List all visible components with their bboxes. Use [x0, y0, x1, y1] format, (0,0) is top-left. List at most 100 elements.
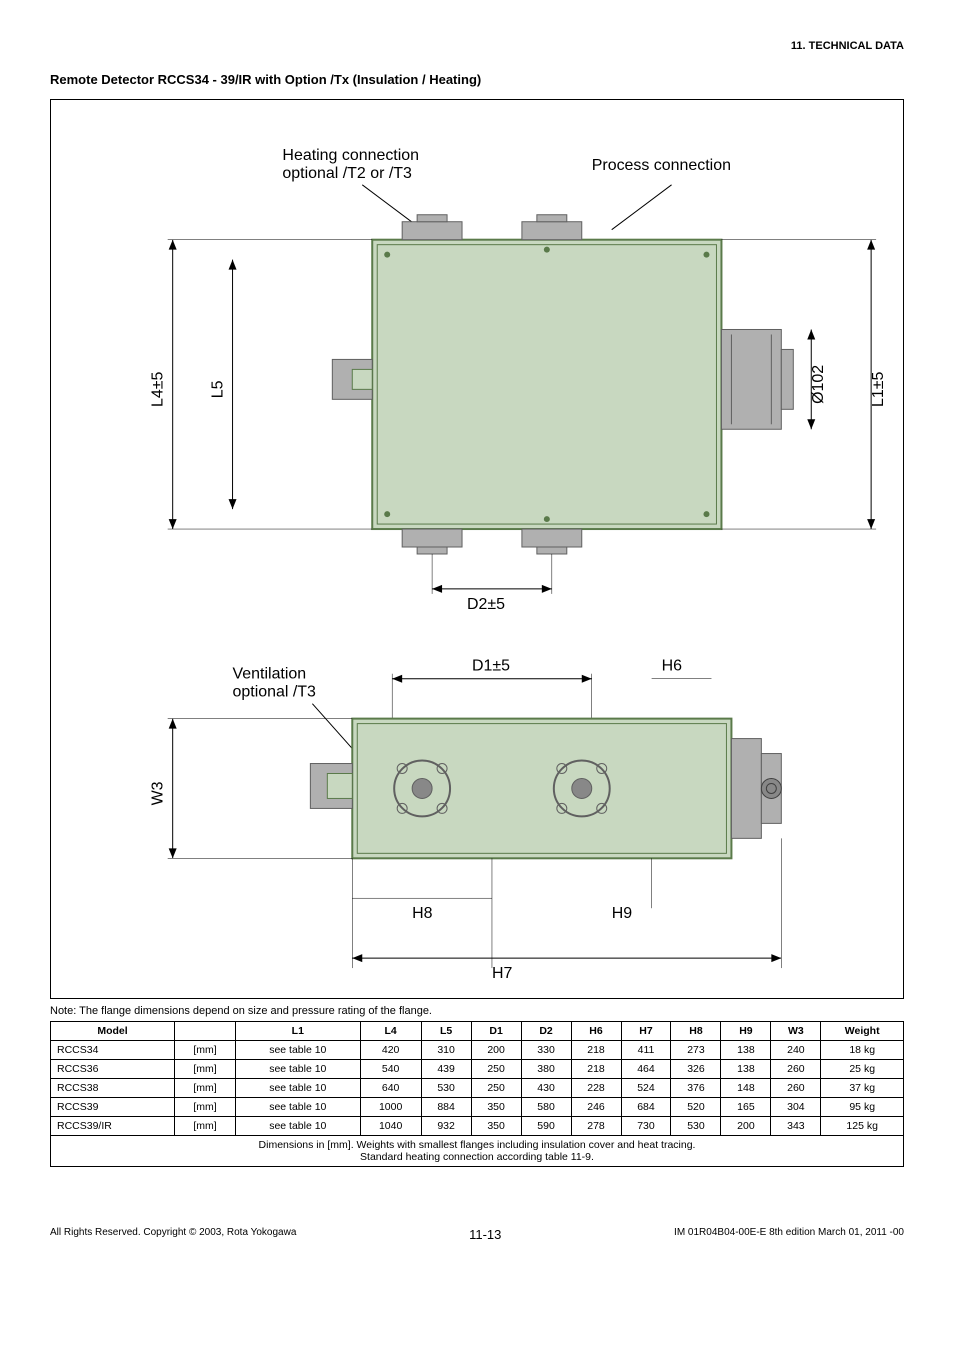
table-row: RCCS39[mm]see table 10100088435058024668…	[51, 1098, 904, 1117]
table-cell: 148	[721, 1079, 771, 1098]
dim-h7: H7	[492, 965, 513, 982]
table-cell: 240	[771, 1041, 821, 1060]
section-header: 11. TECHNICAL DATA	[50, 40, 904, 52]
table-row: RCCS39/IR[mm]see table 10104093235059027…	[51, 1117, 904, 1136]
dim-h9: H9	[612, 905, 633, 922]
table-header: Weight	[821, 1022, 904, 1041]
table-cell: 278	[571, 1117, 621, 1136]
table-cell: [mm]	[175, 1098, 236, 1117]
table-cell: 200	[471, 1041, 521, 1060]
table-cell: 18 kg	[821, 1041, 904, 1060]
table-header: H9	[721, 1022, 771, 1041]
table-header: W3	[771, 1022, 821, 1041]
dim-l1: L1±5	[870, 372, 887, 408]
process-label: Process connection	[592, 157, 731, 174]
table-cell: 343	[771, 1117, 821, 1136]
dim-h6: H6	[662, 658, 683, 675]
dimensions-table: ModelL1L4L5D1D2H6H7H8H9W3Weight RCCS34[m…	[50, 1021, 904, 1167]
dim-w3: W3	[150, 781, 167, 805]
table-header: D1	[471, 1022, 521, 1041]
table-cell: 246	[571, 1098, 621, 1117]
footer-page-number: 11-13	[469, 1227, 501, 1242]
table-cell: see table 10	[235, 1098, 360, 1117]
table-cell: see table 10	[235, 1041, 360, 1060]
table-header	[175, 1022, 236, 1041]
table-cell: 530	[421, 1079, 471, 1098]
table-cell: 250	[471, 1060, 521, 1079]
table-cell: 464	[621, 1060, 671, 1079]
ventilation-label2: optional /T3	[233, 684, 316, 701]
table-cell: 273	[671, 1041, 721, 1060]
ventilation-label: Ventilation	[233, 666, 307, 683]
table-cell: see table 10	[235, 1079, 360, 1098]
table-cell: RCCS34	[51, 1041, 175, 1060]
table-cell: 580	[521, 1098, 571, 1117]
table-cell: 1000	[360, 1098, 421, 1117]
table-header: H7	[621, 1022, 671, 1041]
table-cell: 411	[621, 1041, 671, 1060]
table-cell: 590	[521, 1117, 571, 1136]
table-cell: 380	[521, 1060, 571, 1079]
table-cell: 530	[671, 1117, 721, 1136]
table-header: Model	[51, 1022, 175, 1041]
table-cell: 524	[621, 1079, 671, 1098]
table-cell: 37 kg	[821, 1079, 904, 1098]
table-cell: 138	[721, 1060, 771, 1079]
table-cell: 540	[360, 1060, 421, 1079]
table-cell: 200	[721, 1117, 771, 1136]
table-header: H8	[671, 1022, 721, 1041]
table-footnote: Dimensions in [mm]. Weights with smalles…	[51, 1136, 904, 1167]
technical-diagram: Heating connection optional /T2 or /T3 P…	[50, 99, 904, 999]
table-cell: 684	[621, 1098, 671, 1117]
table-cell: 125 kg	[821, 1117, 904, 1136]
table-cell: [mm]	[175, 1060, 236, 1079]
table-cell: 165	[721, 1098, 771, 1117]
page-title: Remote Detector RCCS34 - 39/IR with Opti…	[50, 72, 904, 87]
table-cell: RCCS38	[51, 1079, 175, 1098]
table-row: RCCS36[mm]see table 10540439250380218464…	[51, 1060, 904, 1079]
table-cell: 1040	[360, 1117, 421, 1136]
table-cell: 228	[571, 1079, 621, 1098]
table-cell: 376	[671, 1079, 721, 1098]
table-cell: 430	[521, 1079, 571, 1098]
table-cell: see table 10	[235, 1060, 360, 1079]
table-cell: 350	[471, 1117, 521, 1136]
table-cell: 350	[471, 1098, 521, 1117]
dim-l5: L5	[210, 380, 227, 398]
table-cell: 932	[421, 1117, 471, 1136]
table-header: L1	[235, 1022, 360, 1041]
table-cell: RCCS36	[51, 1060, 175, 1079]
table-header: L4	[360, 1022, 421, 1041]
table-cell: 138	[721, 1041, 771, 1060]
table-header: L5	[421, 1022, 471, 1041]
table-cell: 439	[421, 1060, 471, 1079]
table-cell: 326	[671, 1060, 721, 1079]
heating-label: Heating connection	[282, 147, 419, 164]
table-cell: 640	[360, 1079, 421, 1098]
table-cell: RCCS39	[51, 1098, 175, 1117]
table-header: D2	[521, 1022, 571, 1041]
table-cell: 520	[671, 1098, 721, 1117]
table-cell: 730	[621, 1117, 671, 1136]
table-cell: 260	[771, 1060, 821, 1079]
table-cell: 420	[360, 1041, 421, 1060]
table-cell: 218	[571, 1060, 621, 1079]
footer-docref: IM 01R04B04-00E-E 8th edition March 01, …	[674, 1227, 904, 1242]
table-cell: [mm]	[175, 1117, 236, 1136]
page-footer: All Rights Reserved. Copyright © 2003, R…	[50, 1227, 904, 1242]
table-cell: 884	[421, 1098, 471, 1117]
table-cell: 95 kg	[821, 1098, 904, 1117]
table-cell: 310	[421, 1041, 471, 1060]
dim-h8: H8	[412, 905, 433, 922]
dim-d1: D1±5	[472, 658, 510, 675]
table-cell: 260	[771, 1079, 821, 1098]
table-row: RCCS34[mm]see table 10420310200330218411…	[51, 1041, 904, 1060]
table-row: RCCS38[mm]see table 10640530250430228524…	[51, 1079, 904, 1098]
table-cell: 304	[771, 1098, 821, 1117]
table-cell: 218	[571, 1041, 621, 1060]
footer-copyright: All Rights Reserved. Copyright © 2003, R…	[50, 1227, 296, 1242]
dim-l4: L4±5	[150, 372, 167, 408]
table-cell: [mm]	[175, 1079, 236, 1098]
heating-label2: optional /T2 or /T3	[282, 165, 412, 182]
table-cell: 250	[471, 1079, 521, 1098]
